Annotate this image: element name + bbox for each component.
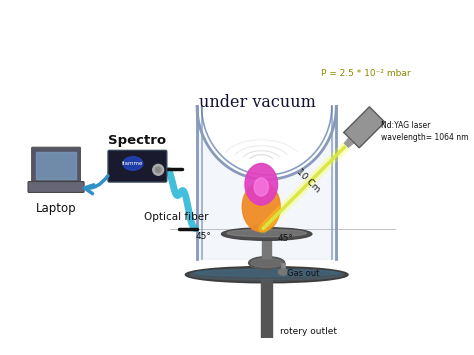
Polygon shape [344,107,385,148]
FancyBboxPatch shape [28,181,84,192]
Text: 45°: 45° [195,233,211,241]
Text: 45°: 45° [278,234,293,243]
Ellipse shape [190,269,344,280]
Polygon shape [261,279,272,338]
Ellipse shape [252,225,267,230]
Polygon shape [262,239,271,258]
Circle shape [155,167,161,173]
Ellipse shape [221,228,312,240]
Text: rotery outlet: rotery outlet [280,327,337,336]
Text: Nd:YAG laser
wavelength= 1064 nm: Nd:YAG laser wavelength= 1064 nm [381,121,468,142]
Text: P = 2.5 * 10⁻² mbar: P = 2.5 * 10⁻² mbar [321,69,410,78]
Polygon shape [345,137,354,147]
Text: Laptop: Laptop [36,202,76,215]
Ellipse shape [227,229,307,237]
FancyBboxPatch shape [32,147,81,184]
Text: under vacuum: under vacuum [199,94,316,111]
Text: flamme: flamme [122,161,144,166]
Text: 10 Cm: 10 Cm [295,167,322,194]
Ellipse shape [194,269,339,277]
Polygon shape [197,106,336,259]
Ellipse shape [123,157,143,170]
Ellipse shape [242,182,280,232]
Ellipse shape [248,257,285,269]
Circle shape [153,164,164,175]
Ellipse shape [254,178,268,196]
Ellipse shape [245,164,278,205]
Text: Optical fiber: Optical fiber [144,212,209,222]
Polygon shape [36,152,76,179]
FancyBboxPatch shape [108,151,167,182]
Ellipse shape [278,269,287,275]
Ellipse shape [251,258,283,267]
Text: Spectro: Spectro [109,134,166,147]
Ellipse shape [185,267,348,283]
Text: Gas out: Gas out [287,269,320,278]
